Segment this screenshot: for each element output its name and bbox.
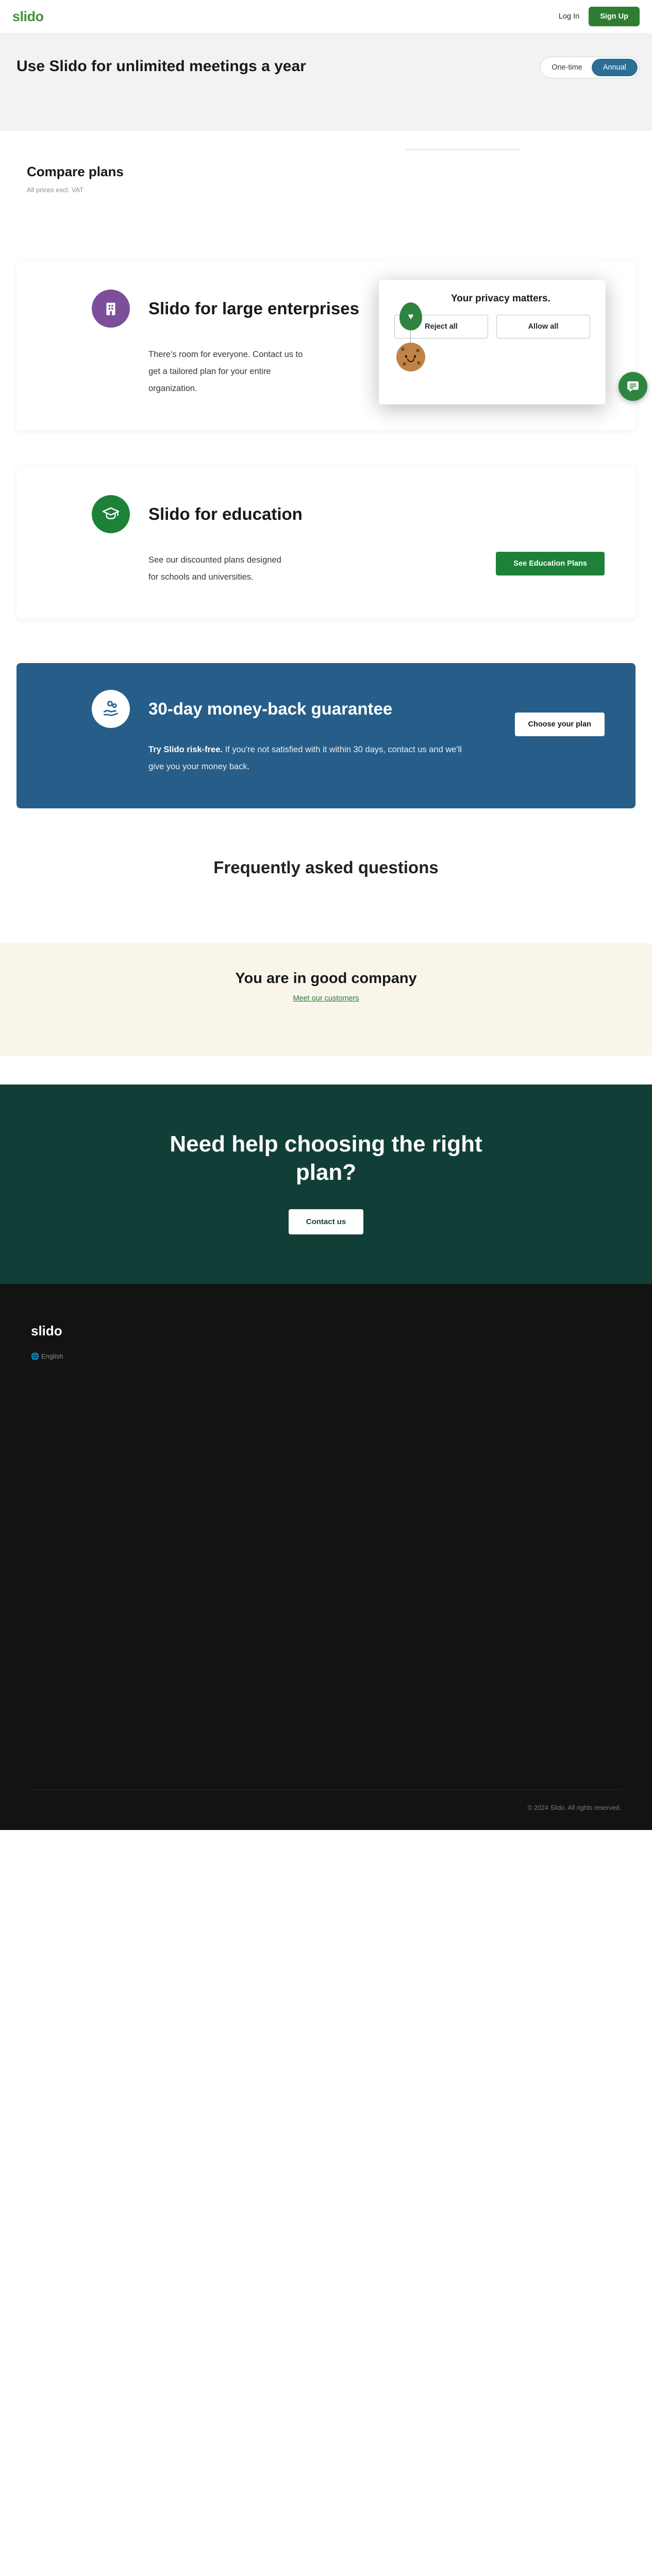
guarantee-title: 30-day money-back guarantee xyxy=(148,699,393,718)
cookie-mascot-illustration: ♥ xyxy=(392,302,433,385)
chat-widget-button[interactable] xyxy=(618,372,647,401)
choose-your-plan-button[interactable]: Choose your plan xyxy=(514,713,605,736)
money-back-banner: 30-day money-back guarantee Try Slido ri… xyxy=(16,663,636,808)
enterprise-promo-text: There's room for everyone. Contact us to… xyxy=(148,350,303,393)
cookie-consent-dialog: ♥ Your privacy matters. Reject all Allow… xyxy=(379,280,606,404)
allow-all-button[interactable]: Allow all xyxy=(496,315,590,338)
see-education-plans-button[interactable]: See Education Plans xyxy=(496,552,605,575)
toggle-one-time[interactable]: One-time xyxy=(551,63,582,72)
education-promo-card: Slido for education See our discounted p… xyxy=(16,466,636,619)
page-title: Use Slido for unlimited meetings a year xyxy=(16,58,306,75)
help-title: Need help choosing the right plan? xyxy=(170,1131,482,1185)
site-footer: slido 🌐 English © 2024 Slido. All rights… xyxy=(0,1284,652,1830)
site-header: slido Log In Sign Up xyxy=(0,0,652,33)
graduation-cap-icon xyxy=(92,495,130,533)
toggle-annual[interactable]: Annual xyxy=(591,59,638,76)
billing-toggle: One-time Annual xyxy=(540,57,640,78)
language-selector[interactable]: 🌐 English xyxy=(31,1352,63,1360)
customers-title: You are in good company xyxy=(235,970,417,987)
copyright: © 2024 Slido. All rights reserved. xyxy=(527,1804,621,1811)
help-contact-us-button[interactable]: Contact us xyxy=(288,1209,364,1234)
slido-logo[interactable]: slido xyxy=(12,8,44,24)
signup-button[interactable]: Sign Up xyxy=(589,7,640,26)
compare-plans-section: Compare plans All prices excl. VAT xyxy=(0,131,652,247)
table-cta-row xyxy=(12,218,640,247)
meet-our-customers-link[interactable]: Meet our customers xyxy=(293,994,359,1003)
education-promo-text: See our discounted plans designed for sc… xyxy=(148,555,281,582)
building-icon xyxy=(92,290,130,328)
enterprise-promo-title: Slido for large enterprises xyxy=(148,299,359,318)
balloon-heart-icon: ♥ xyxy=(399,302,422,330)
cookie-title: Your privacy matters. xyxy=(451,293,550,304)
faq-title: Frequently asked questions xyxy=(213,858,439,877)
compare-header: Compare plans All prices excl. VAT xyxy=(12,151,640,194)
vat-note: All prices excl. VAT xyxy=(27,186,84,194)
cookie-icon xyxy=(396,343,425,371)
help-section: Need help choosing the right plan? Conta… xyxy=(0,1084,652,1284)
hand-coins-icon xyxy=(92,690,130,728)
pricing-page: slido Log In Sign Up Use Slido for unlim… xyxy=(0,0,652,1830)
login-link[interactable]: Log In xyxy=(558,12,580,21)
professional-column-highlight xyxy=(406,149,521,150)
education-promo-title: Slido for education xyxy=(148,504,303,523)
compare-title: Compare plans xyxy=(27,164,124,179)
customers-section: You are in good company Meet our custome… xyxy=(0,943,652,1056)
footer-logo: slido xyxy=(31,1323,62,1338)
hero-section: Use Slido for unlimited meetings a year … xyxy=(0,33,652,131)
faq-section: Frequently asked questions xyxy=(0,808,652,923)
guarantee-text: Try Slido risk-free. If you're not satis… xyxy=(148,745,462,771)
